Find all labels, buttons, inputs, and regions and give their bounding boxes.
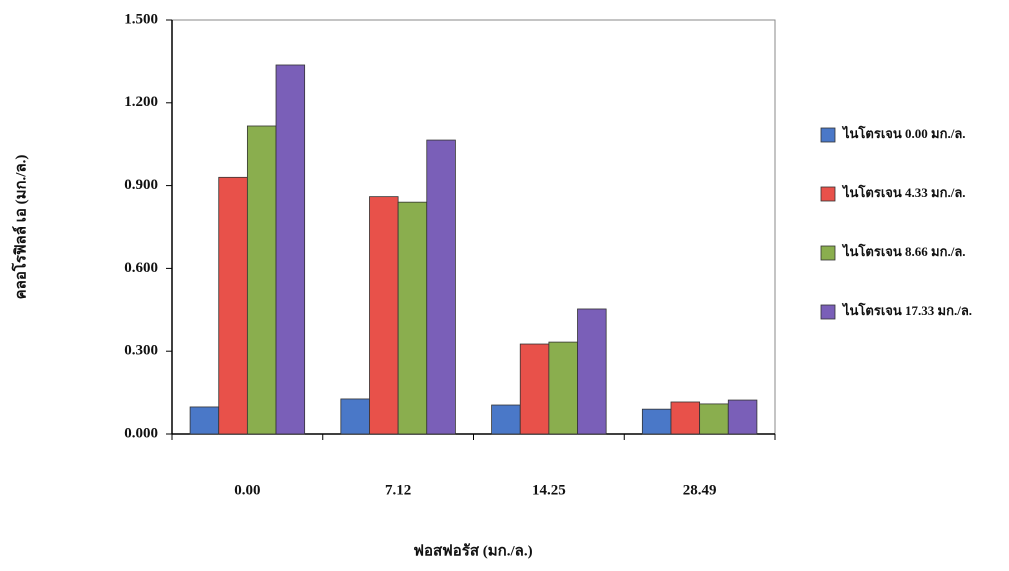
bar <box>369 196 399 435</box>
legend-swatch <box>820 186 836 202</box>
legend-label: ไนโตรเจน 4.33 มก./ล. <box>841 184 966 200</box>
bar <box>670 401 701 435</box>
bar <box>189 406 220 435</box>
y-tick-label: 1.200 <box>124 94 158 110</box>
bar <box>641 408 672 435</box>
legend-swatch <box>820 304 836 320</box>
bar <box>275 64 306 435</box>
bar <box>246 125 277 435</box>
legend-swatch <box>820 245 836 261</box>
bar <box>519 343 550 435</box>
bar <box>699 403 729 435</box>
legend-swatch <box>820 127 836 143</box>
bar <box>727 399 758 435</box>
x-tick-label: 28.49 <box>683 482 717 498</box>
x-tick-label: 14.25 <box>532 482 566 498</box>
bar <box>340 398 370 435</box>
y-tick-label: 0.600 <box>124 260 158 276</box>
bar <box>548 341 578 435</box>
y-tick-label: 0.900 <box>124 177 158 193</box>
bar <box>577 308 607 435</box>
y-tick-label: 0.300 <box>124 343 158 359</box>
bar <box>397 201 428 435</box>
legend-label: ไนโตรเจน 8.66 มก./ล. <box>841 243 966 259</box>
y-axis-label: คลอโรฟิลล์ เอ (มก./ล.) <box>10 155 29 300</box>
y-tick-label: 1.500 <box>124 11 158 27</box>
x-tick-label: 0.00 <box>234 482 260 498</box>
bar <box>491 404 521 435</box>
x-tick-label: 7.12 <box>385 482 411 498</box>
legend-label: ไนโตรเจน 17.33 มก./ล. <box>841 302 972 318</box>
legend-label: ไนโตรเจน 0.00 มก./ล. <box>841 125 966 141</box>
bar <box>218 176 248 435</box>
y-tick-label: 0.000 <box>124 425 158 441</box>
x-axis-label: ฟอสฟอรัส (มก./ล.) <box>413 542 532 559</box>
bar <box>426 139 456 435</box>
